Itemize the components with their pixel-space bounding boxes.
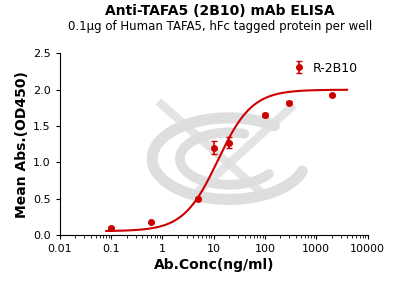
Text: 0.1µg of Human TAFA5, hFc tagged protein per well: 0.1µg of Human TAFA5, hFc tagged protein…: [68, 20, 372, 33]
Text: Anti-TAFA5 (2B10) mAb ELISA: Anti-TAFA5 (2B10) mAb ELISA: [105, 4, 335, 18]
Legend: R-2B10: R-2B10: [292, 61, 358, 75]
Y-axis label: Mean Abs.(OD450): Mean Abs.(OD450): [15, 71, 29, 218]
X-axis label: Ab.Conc(ng/ml): Ab.Conc(ng/ml): [154, 258, 274, 272]
